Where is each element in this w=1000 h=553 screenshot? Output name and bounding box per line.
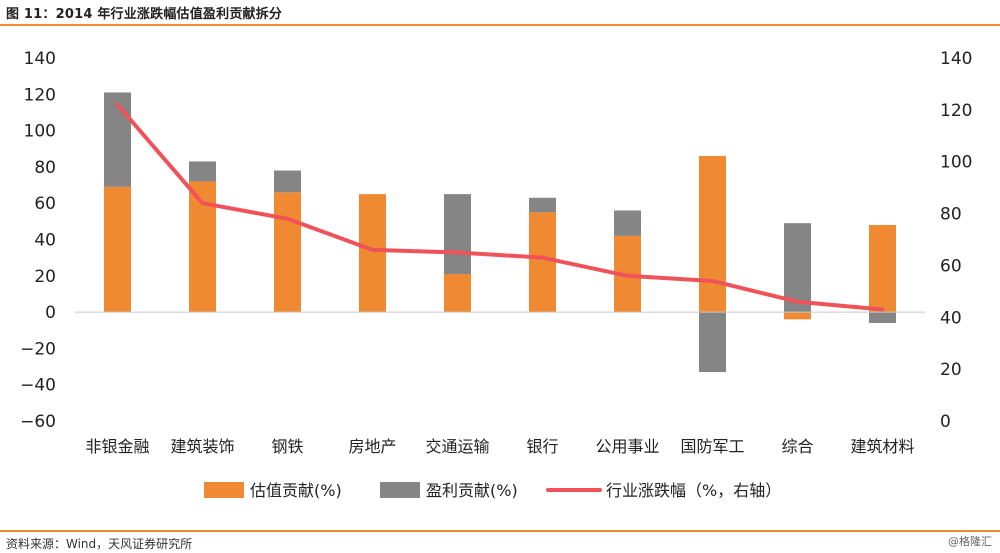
valuation-bar [699,156,726,313]
left-tick-label: −60 [20,412,56,432]
top-divider [0,24,1000,26]
left-tick-label: 120 [24,85,56,105]
right-tick-label: 140 [940,49,972,69]
valuation-bar [359,194,386,313]
valuation-bar [869,224,896,313]
right-tick-label: 80 [940,205,962,225]
growth-line [115,102,885,312]
growth-line-path [115,102,885,312]
category-label: 房地产 [348,437,396,456]
source-note: 资料来源：Wind，天风证券研究所 [6,537,193,551]
legend-label: 行业涨跌幅（%，右轴） [606,481,781,500]
category-label: 公用事业 [595,437,659,456]
legend-label: 盈利贡献(%) [426,481,518,500]
profit-bar [699,312,726,372]
legend-swatch [380,482,420,498]
valuation-bar [274,192,301,313]
right-tick-label: 40 [940,308,962,328]
bottom-divider [0,530,1000,532]
profit-bar [869,312,896,323]
profit-bar [444,194,471,274]
left-tick-label: 20 [34,267,56,287]
right-tick-label: 20 [940,360,962,380]
profit-bar [189,161,216,182]
valuation-bar [529,212,556,313]
profit-bar [614,210,641,236]
left-tick-label: 140 [24,49,56,69]
left-tick-label: −20 [20,339,56,359]
category-labels: 非银金融 建筑装饰 钢铁 房地产 交通运输 银行 公用事业 国防军工 综合 建筑材料 [85,437,914,456]
category-label: 钢铁 [271,437,303,456]
left-tick-label: 60 [34,194,56,214]
profit-bar [104,92,131,187]
left-tick-label: −40 [20,376,56,396]
valuation-bar [104,186,131,313]
bars [104,92,896,372]
watermark: @格隆汇 [948,535,992,548]
valuation-bar [444,273,471,313]
right-tick-label: 60 [940,256,962,276]
category-label: 银行 [526,437,558,456]
category-label: 建筑装饰 [170,437,234,456]
category-label: 综合 [781,437,813,456]
right-axis: 0 20 40 60 80 100 120 140 [940,49,972,432]
legend: 估值贡献(%) 盈利贡献(%) 行业涨跌幅（%，右轴） [204,481,781,500]
legend-swatch [204,482,244,498]
left-tick-label: 100 [24,122,56,142]
category-label: 国防军工 [680,437,744,456]
right-tick-label: 120 [940,101,972,121]
legend-label: 估值贡献(%) [250,481,342,500]
left-axis: −60 −40 −20 0 20 40 60 80 100 120 140 [20,49,56,432]
category-label: 交通运输 [425,437,489,456]
category-label: 非银金融 [85,437,149,456]
right-tick-label: 100 [940,153,972,173]
profit-bar [529,197,556,213]
category-label: 建筑材料 [850,437,914,456]
profit-bar [274,170,301,193]
right-tick-label: 0 [940,412,951,432]
profit-bar [784,223,811,313]
left-tick-label: 80 [34,158,56,178]
valuation-bar [784,312,811,320]
left-tick-label: 0 [45,303,56,323]
combo-chart: −60 −40 −20 0 20 40 60 80 100 120 140 0 20 40 60 80 100… [20,49,972,500]
chart-title: 图 11：2014 年行业涨跌幅估值盈利贡献拆分 [6,7,283,22]
left-tick-label: 40 [34,231,56,251]
